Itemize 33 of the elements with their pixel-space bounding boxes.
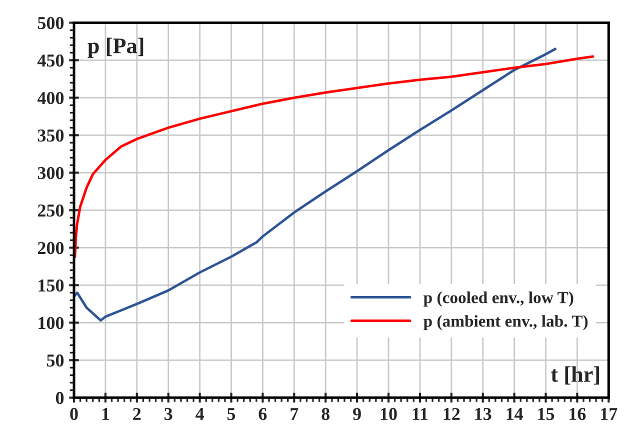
y-axis-title: p [Pa] [88, 38, 144, 58]
x-tick-label: 0 [70, 408, 78, 420]
x-tick-label: 1 [102, 408, 110, 420]
legend-label: p (cooled env., low T) [424, 292, 574, 307]
x-tick-label: 11 [412, 408, 428, 420]
x-tick-label: 10 [380, 408, 397, 420]
x-axis-title: t [hr] [551, 366, 599, 385]
x-tick-label: 17 [601, 408, 618, 420]
y-tick-label: 400 [37, 92, 64, 104]
y-tick-label: 0 [56, 392, 64, 404]
y-tick-label: 200 [38, 242, 64, 254]
x-tick-label: 14 [506, 408, 523, 420]
x-tick-label: 12 [444, 408, 460, 420]
x-tick-label: 2 [133, 408, 141, 420]
y-tick-label: 150 [38, 279, 64, 292]
x-tick-label: 15 [538, 408, 554, 420]
x-tick-label: 5 [227, 408, 236, 420]
x-tick-label: 9 [353, 408, 361, 420]
legend-label: p (ambient env., lab. T) [424, 315, 588, 330]
x-tick-label: 16 [570, 408, 586, 420]
y-tick-label: 500 [38, 16, 64, 30]
y-tick-label: 100 [38, 316, 64, 330]
x-tick-label: 3 [164, 408, 172, 420]
y-tick-label: 450 [37, 54, 64, 67]
x-tick-label: 4 [196, 408, 204, 420]
x-tick-label: 6 [258, 408, 267, 420]
y-tick-label: 250 [38, 204, 64, 217]
y-tick-label: 300 [38, 166, 64, 180]
x-tick-label: 13 [475, 408, 492, 420]
x-tick-label: 7 [290, 408, 298, 420]
x-tick-label: 8 [322, 408, 330, 420]
y-tick-label: 50 [46, 354, 64, 367]
y-tick-label: 350 [38, 129, 64, 142]
